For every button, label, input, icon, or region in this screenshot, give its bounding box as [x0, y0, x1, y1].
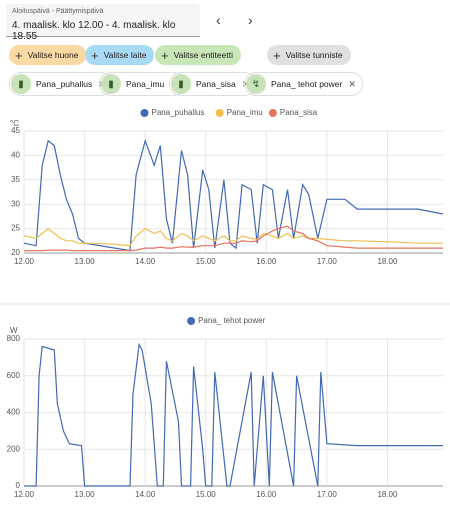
- y-tick-label: 25: [11, 224, 20, 233]
- y-tick-label: 45: [11, 126, 20, 135]
- y-tick-label: 600: [7, 371, 21, 380]
- prev-button[interactable]: ‹: [216, 12, 221, 28]
- series-line: [23, 138, 444, 252]
- filter-chip[interactable]: + Valitse entiteetti: [155, 45, 241, 65]
- filter-chip[interactable]: + Valitse huone: [9, 45, 87, 65]
- x-tick-label: 14.00: [135, 490, 156, 499]
- legend-label: Pana_sisa: [280, 108, 318, 117]
- filter-chip[interactable]: + Valitse laite: [85, 45, 155, 65]
- legend-label: Pana_ tehot power: [198, 316, 265, 325]
- entity-label: Pana_puhallus: [36, 79, 93, 89]
- entity-label: Pana_sisa: [196, 79, 236, 89]
- date-picker[interactable]: Aloituspäivä - Päättymispäivä 4. maalisk…: [6, 4, 200, 42]
- x-tick-label: 12.00: [14, 490, 35, 499]
- legend-label: Pana_puhallus: [152, 108, 205, 117]
- y-tick-label: 35: [11, 175, 20, 184]
- date-value: 4. maalisk. klo 12.00 - 4. maalisk. klo …: [12, 20, 176, 42]
- y-tick-label: 20: [11, 248, 20, 257]
- y-axis-unit: °C: [10, 119, 19, 128]
- entity-label: Pana_imu: [126, 79, 165, 89]
- x-tick-label: 16.00: [256, 490, 277, 499]
- x-tick-label: 18.00: [377, 490, 398, 499]
- x-tick-label: 17.00: [317, 490, 338, 499]
- entity-label: Pana_ tehot power: [271, 79, 343, 89]
- next-button[interactable]: ›: [248, 12, 253, 28]
- x-tick-label: 15.00: [196, 257, 217, 266]
- series-line: [24, 225, 443, 252]
- date-label: Aloituspäivä - Päättymispäivä: [12, 8, 104, 15]
- x-tick-label: 17.00: [317, 257, 338, 266]
- y-tick-label: 800: [7, 334, 21, 343]
- y-axis-unit: W: [10, 326, 18, 335]
- legend-marker: [215, 109, 224, 117]
- y-tick-label: 0: [16, 481, 21, 490]
- y-tick-label: 30: [11, 199, 20, 208]
- chip-label: Valitse huone: [27, 50, 79, 60]
- x-tick-label: 16.00: [256, 257, 277, 266]
- chip-label: Valitse laite: [103, 50, 147, 60]
- legend-label: Pana_imu: [227, 108, 263, 117]
- x-tick-label: 18.00: [377, 257, 398, 266]
- x-tick-label: 12.00: [14, 257, 35, 266]
- y-tick-label: 400: [7, 408, 21, 417]
- x-tick-label: 15.00: [196, 490, 217, 499]
- entity-chip[interactable]: ↯ Pana_ tehot power ✕: [244, 72, 363, 96]
- y-tick-label: 40: [11, 151, 20, 160]
- filter-chip[interactable]: + Valitse tunniste: [267, 45, 351, 65]
- x-tick-label: 13.00: [75, 257, 96, 266]
- chip-label: Valitse tunniste: [285, 50, 343, 60]
- legend-marker: [268, 109, 277, 117]
- legend-marker: [140, 109, 149, 117]
- x-tick-label: 14.00: [135, 257, 156, 266]
- series-line: [24, 342, 443, 487]
- chip-label: Valitse entiteetti: [173, 50, 233, 60]
- y-tick-label: 200: [7, 444, 21, 453]
- x-tick-label: 13.00: [75, 490, 96, 499]
- legend-marker: [187, 317, 196, 325]
